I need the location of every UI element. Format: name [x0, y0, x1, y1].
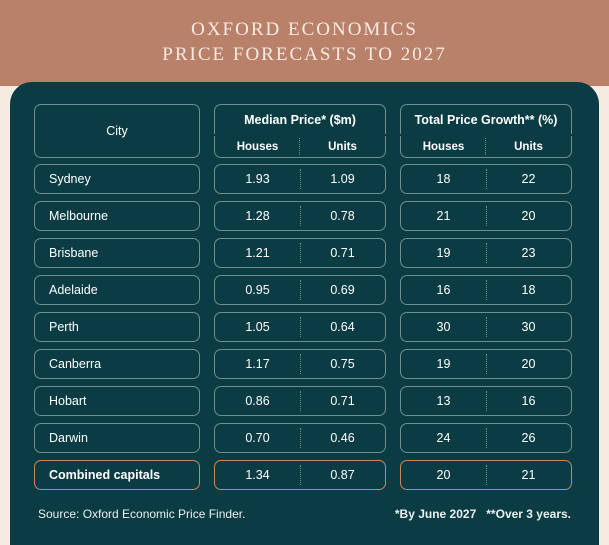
cell-median-price: 1.340.87	[214, 460, 386, 490]
cell-median-price: 1.210.71	[214, 238, 386, 268]
val-mp-units: 1.09	[300, 172, 385, 186]
val-g-units: 20	[486, 357, 571, 371]
val-mp-houses: 1.34	[215, 468, 300, 482]
cell-growth: 2021	[400, 460, 572, 490]
cell-growth: 3030	[400, 312, 572, 342]
cell-growth: 2426	[400, 423, 572, 453]
val-g-houses: 21	[401, 209, 486, 223]
cell-city: Perth	[34, 312, 200, 342]
col-sub-units-2: Units	[486, 136, 572, 158]
cell-growth: 2120	[400, 201, 572, 231]
cell-city: Melbourne	[34, 201, 200, 231]
val-g-houses: 19	[401, 357, 486, 371]
cell-median-price: 1.931.09	[214, 164, 386, 194]
table-footer: Source: Oxford Economic Price Finder. *B…	[34, 507, 575, 521]
cell-growth: 1822	[400, 164, 572, 194]
cell-growth: 1920	[400, 349, 572, 379]
table-row: Perth 1.050.64 3030	[34, 311, 575, 343]
table-row: Brisbane 1.210.71 1923	[34, 237, 575, 269]
cell-median-price: 1.280.78	[214, 201, 386, 231]
val-g-units: 23	[486, 246, 571, 260]
val-mp-houses: 1.21	[215, 246, 300, 260]
cell-city: Adelaide	[34, 275, 200, 305]
val-mp-units: 0.69	[300, 283, 385, 297]
cell-city: Darwin	[34, 423, 200, 453]
cell-city: Brisbane	[34, 238, 200, 268]
source-text: Source: Oxford Economic Price Finder.	[38, 507, 245, 521]
val-g-houses: 13	[401, 394, 486, 408]
val-mp-houses: 0.86	[215, 394, 300, 408]
cell-median-price: 0.860.71	[214, 386, 386, 416]
cell-median-price: 0.950.69	[214, 275, 386, 305]
table-row: Melbourne 1.280.78 2120	[34, 200, 575, 232]
val-g-units: 26	[486, 431, 571, 445]
title-band: OXFORD ECONOMICS PRICE FORECASTS TO 2027	[0, 0, 609, 86]
col-sub-houses-2: Houses	[400, 136, 486, 158]
table-row: Sydney 1.931.09 1822	[34, 163, 575, 195]
val-mp-houses: 0.70	[215, 431, 300, 445]
val-g-houses: 20	[401, 468, 486, 482]
table-header: City Median Price* ($m) Total Price Grow…	[34, 104, 575, 158]
cell-city: Sydney	[34, 164, 200, 194]
val-mp-units: 0.46	[300, 431, 385, 445]
val-g-units: 21	[486, 468, 571, 482]
col-sub-units-1: Units	[300, 136, 386, 158]
cell-growth: 1316	[400, 386, 572, 416]
val-g-houses: 19	[401, 246, 486, 260]
val-g-units: 16	[486, 394, 571, 408]
col-group-median-price: Median Price* ($m)	[214, 104, 386, 134]
title-line-2: PRICE FORECASTS TO 2027	[162, 43, 446, 68]
val-g-houses: 18	[401, 172, 486, 186]
val-mp-units: 0.71	[300, 246, 385, 260]
cell-median-price: 0.700.46	[214, 423, 386, 453]
cell-median-price: 1.050.64	[214, 312, 386, 342]
val-g-units: 18	[486, 283, 571, 297]
cell-city: Canberra	[34, 349, 200, 379]
val-g-units: 20	[486, 209, 571, 223]
table-row: Combined capitals 1.340.87 2021	[34, 459, 575, 491]
cell-city: Combined capitals	[34, 460, 200, 490]
col-group-growth: Total Price Growth** (%)	[400, 104, 572, 134]
col-sub-houses-1: Houses	[214, 136, 300, 158]
val-mp-houses: 1.28	[215, 209, 300, 223]
cell-growth: 1923	[400, 238, 572, 268]
val-mp-units: 0.64	[300, 320, 385, 334]
val-mp-houses: 1.17	[215, 357, 300, 371]
val-mp-houses: 0.95	[215, 283, 300, 297]
footnotes: *By June 2027 **Over 3 years.	[395, 507, 571, 521]
val-mp-units: 0.87	[300, 468, 385, 482]
col-header-city: City	[34, 104, 200, 158]
val-g-houses: 30	[401, 320, 486, 334]
footnote-2: **Over 3 years.	[486, 507, 571, 521]
forecast-table: City Median Price* ($m) Total Price Grow…	[34, 104, 575, 491]
table-row: Adelaide 0.950.69 1618	[34, 274, 575, 306]
cell-growth: 1618	[400, 275, 572, 305]
cell-city: Hobart	[34, 386, 200, 416]
footnote-1: *By June 2027	[395, 507, 476, 521]
val-mp-units: 0.78	[300, 209, 385, 223]
title-line-1: OXFORD ECONOMICS	[191, 18, 418, 43]
cell-median-price: 1.170.75	[214, 349, 386, 379]
val-g-units: 30	[486, 320, 571, 334]
val-mp-units: 0.71	[300, 394, 385, 408]
val-g-houses: 24	[401, 431, 486, 445]
val-mp-houses: 1.93	[215, 172, 300, 186]
val-mp-houses: 1.05	[215, 320, 300, 334]
table-row: Darwin 0.700.46 2426	[34, 422, 575, 454]
table-row: Hobart 0.860.71 1316	[34, 385, 575, 417]
val-mp-units: 0.75	[300, 357, 385, 371]
val-g-houses: 16	[401, 283, 486, 297]
data-panel: City Median Price* ($m) Total Price Grow…	[10, 82, 599, 545]
table-row: Canberra 1.170.75 1920	[34, 348, 575, 380]
val-g-units: 22	[486, 172, 571, 186]
